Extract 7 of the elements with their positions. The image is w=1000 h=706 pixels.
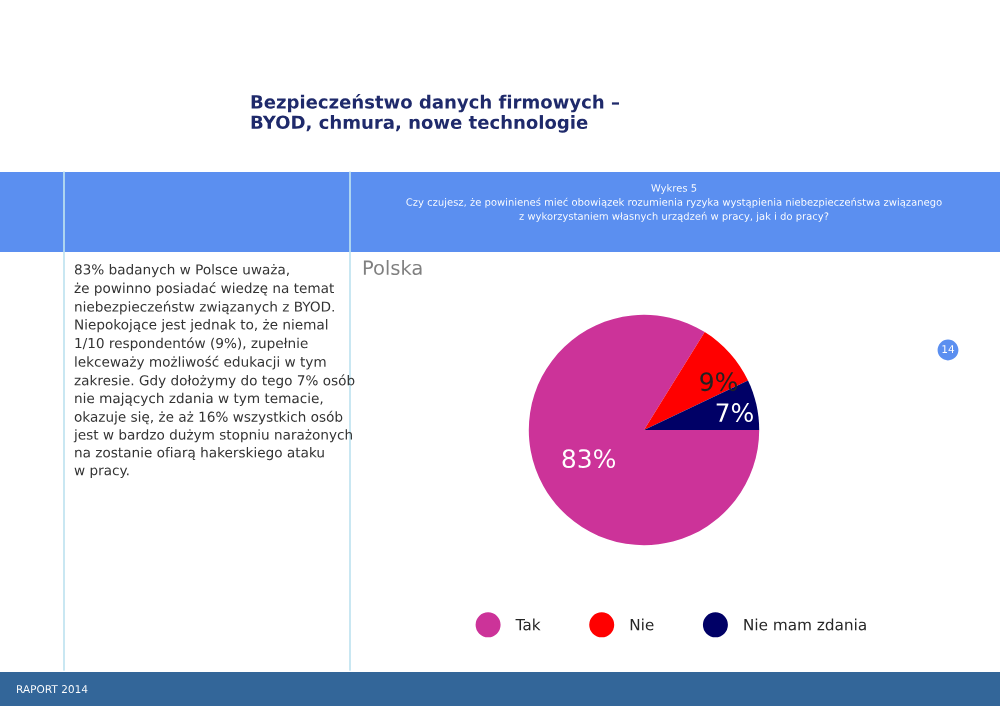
data-label: 83% — [562, 449, 616, 469]
text: Polska — [363, 260, 422, 276]
data-label: 7% — [716, 403, 753, 423]
pie-slice — [644, 332, 749, 430]
chart-title: Bezpieczeństwo danych firmowych – BYOD, chmura, nowe technologie — [251, 94, 620, 133]
pie-slice — [528, 314, 760, 546]
data-label: 9% — [700, 372, 737, 392]
